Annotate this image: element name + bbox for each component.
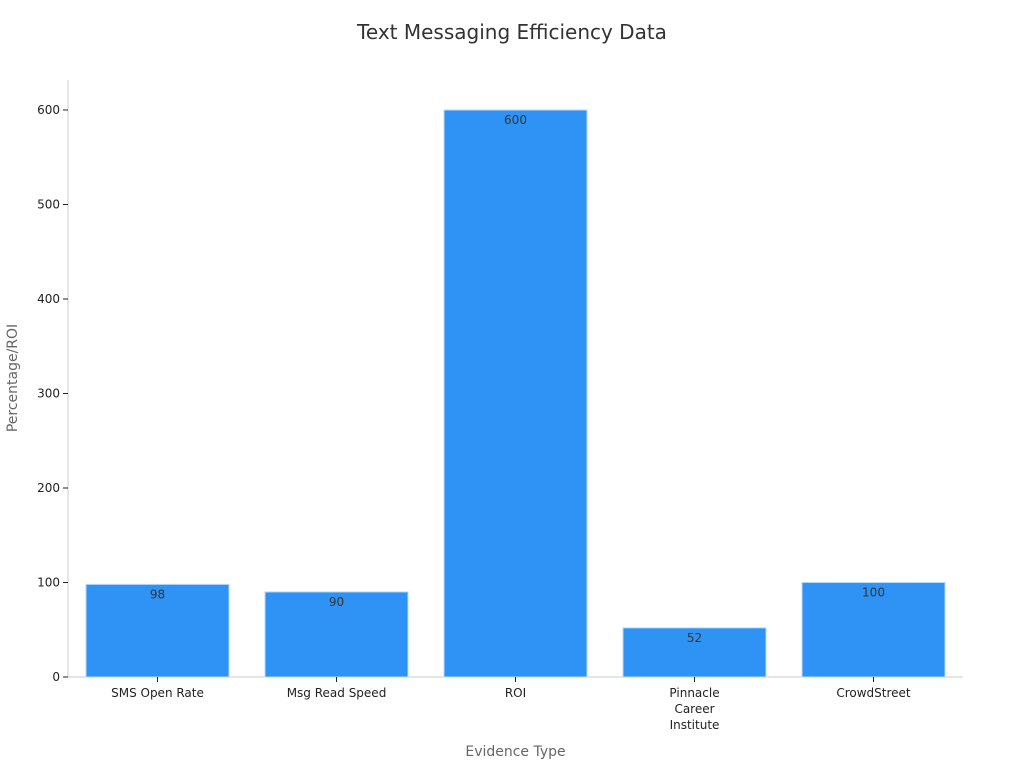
bar	[443, 109, 588, 678]
x-tick-label: CrowdStreet	[836, 686, 911, 700]
x-tick-label: SMS Open Rate	[111, 686, 204, 700]
bar	[264, 591, 409, 678]
y-tick-label: 0	[52, 670, 60, 684]
y-tick-label: 500	[37, 198, 60, 212]
x-axis-label: Evidence Type	[465, 744, 565, 760]
bar-value-label: 98	[150, 587, 165, 601]
y-tick-label: 400	[37, 292, 60, 306]
bar-value-label: 90	[329, 595, 344, 609]
x-tick-label: Msg Read Speed	[287, 686, 387, 700]
y-tick-label: 300	[37, 387, 60, 401]
y-axis-label: Percentage/ROI	[5, 324, 21, 432]
bar	[801, 582, 946, 678]
y-tick-label: 200	[37, 481, 60, 495]
bar-value-label: 100	[862, 586, 885, 600]
bar	[622, 627, 767, 678]
bar-value-label: 52	[687, 631, 702, 645]
y-tick-label: 100	[37, 576, 60, 590]
bar	[85, 583, 230, 678]
bar-value-label: 600	[504, 113, 527, 127]
x-tick-label: ROI	[505, 686, 526, 700]
chart-title: Text Messaging Efficiency Data	[357, 20, 667, 44]
x-tick-label: Pinnacle Career Institute	[669, 686, 719, 732]
y-tick-label: 600	[37, 103, 60, 117]
